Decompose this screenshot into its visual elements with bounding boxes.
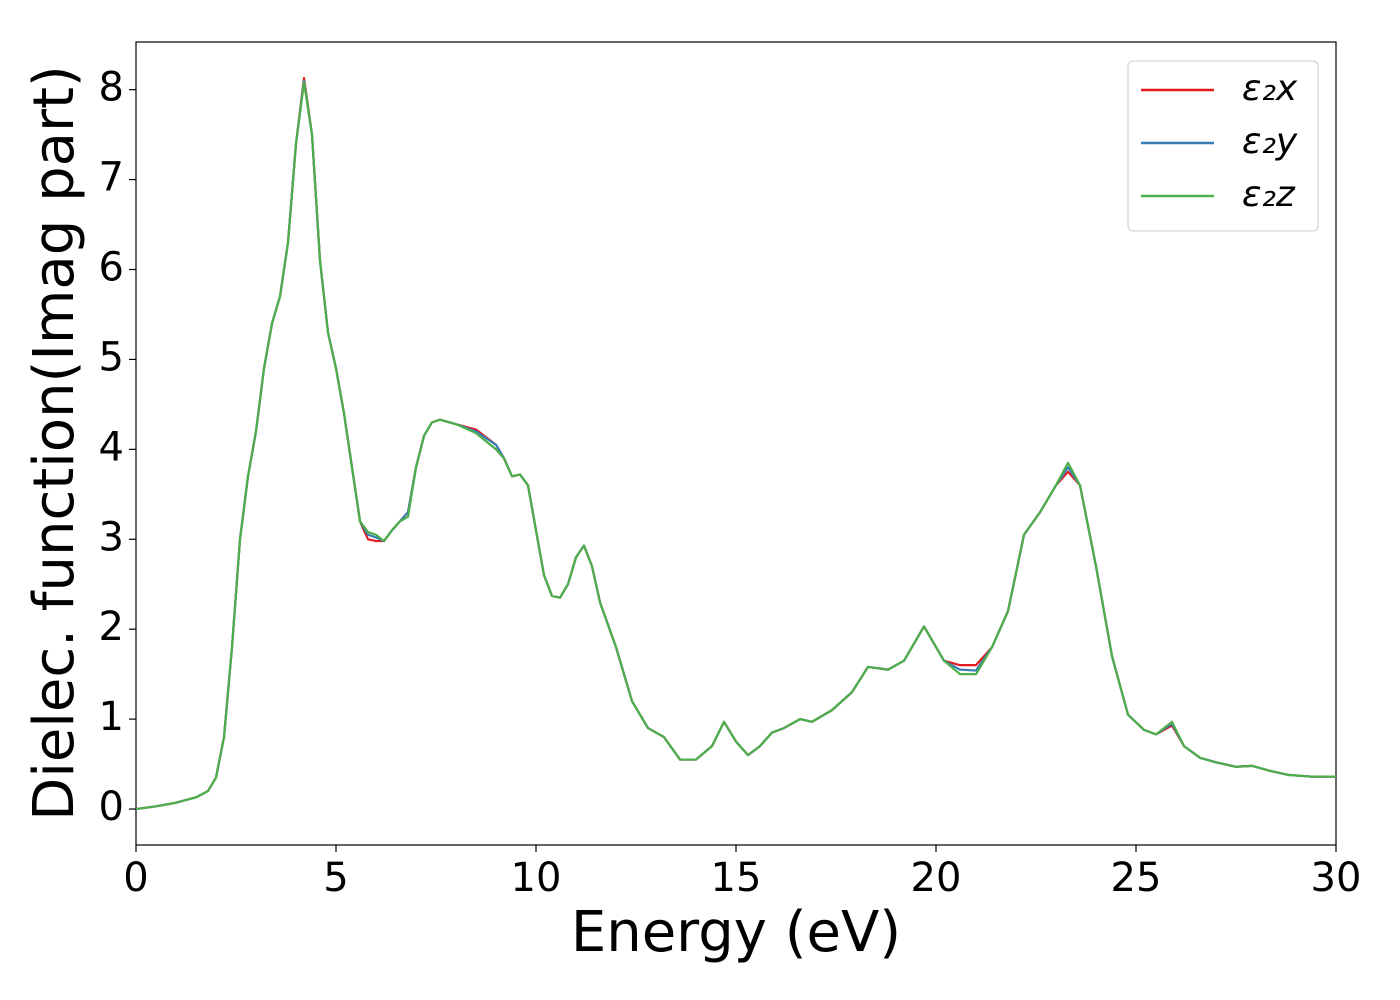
y-tick-label: 8: [99, 65, 124, 111]
x-axis-label: Energy (eV): [571, 900, 901, 965]
y-tick-label: 3: [99, 514, 124, 560]
x-tick-label: 20: [911, 855, 962, 901]
y-tick-label: 7: [99, 155, 124, 201]
legend-label: ε₂x: [1242, 68, 1298, 109]
legend-box: [1127, 60, 1319, 232]
x-tick-label: 5: [323, 855, 348, 901]
y-axis-label: Dielec. function(Imag part): [22, 65, 87, 821]
y-tick-label: 2: [99, 604, 124, 650]
series-line: [135, 81, 1336, 811]
y-tick-label: 5: [99, 334, 124, 380]
legend-label: ε₂y: [1242, 121, 1298, 162]
x-tick-label: 0: [123, 855, 148, 901]
y-tick-label: 1: [99, 694, 124, 740]
x-tick-label: 25: [1111, 855, 1162, 901]
y-tick-label: 4: [99, 424, 124, 470]
x-tick-label: 10: [511, 855, 562, 901]
x-tick-label: 15: [711, 855, 762, 901]
y-tick-label: 6: [99, 245, 124, 291]
x-tick-label: 30: [1311, 855, 1362, 901]
legend-label: ε₂z: [1242, 174, 1296, 215]
y-tick-label: 0: [99, 784, 124, 830]
